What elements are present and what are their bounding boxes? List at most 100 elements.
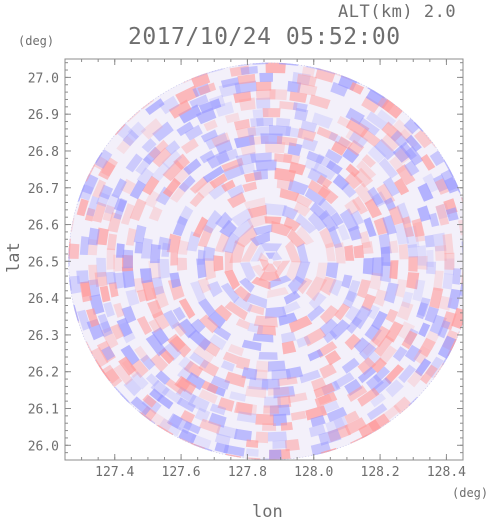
negative-velocity-cell (231, 217, 254, 239)
negative-velocity-cell (304, 158, 321, 172)
positive-velocity-cell (120, 203, 135, 226)
negative-velocity-cell (308, 424, 326, 438)
negative-velocity-cell (366, 304, 380, 320)
positive-velocity-cell (148, 206, 163, 222)
positive-velocity-cell (286, 260, 303, 283)
positive-velocity-cell (334, 303, 350, 321)
negative-velocity-cell (384, 197, 397, 212)
negative-velocity-cell (141, 237, 153, 259)
negative-velocity-cell (363, 438, 385, 455)
negative-velocity-cell (332, 173, 350, 191)
positive-velocity-cell (199, 418, 222, 434)
negative-velocity-cell (161, 242, 171, 257)
negative-velocity-cell (105, 271, 117, 285)
positive-velocity-cell (106, 106, 126, 126)
negative-velocity-cell (103, 301, 115, 318)
negative-velocity-cell (426, 249, 434, 268)
negative-velocity-cell (255, 97, 271, 109)
positive-velocity-cell (344, 245, 355, 261)
positive-velocity-cell (203, 119, 218, 132)
positive-velocity-cell (221, 179, 236, 192)
positive-velocity-cell (468, 220, 482, 237)
y-tick-label: 26.3 (28, 329, 59, 344)
positive-velocity-cell (98, 160, 116, 180)
radar-disk (68, 47, 482, 460)
negative-velocity-cell (220, 77, 240, 88)
negative-velocity-cell (266, 47, 282, 55)
negative-velocity-cell (139, 268, 153, 284)
positive-velocity-cell (92, 201, 107, 223)
positive-velocity-cell (178, 298, 196, 319)
negative-velocity-cell (417, 182, 434, 202)
negative-velocity-cell (379, 262, 393, 283)
positive-velocity-cell (224, 250, 233, 273)
negative-velocity-cell (365, 374, 384, 392)
positive-velocity-cell (193, 344, 215, 364)
positive-velocity-cell (357, 279, 371, 299)
positive-velocity-cell (317, 184, 339, 205)
positive-velocity-cell (283, 216, 301, 232)
positive-velocity-cell (370, 72, 392, 90)
y-tick-label: 26.6 (28, 219, 59, 234)
negative-velocity-cell (187, 394, 210, 413)
negative-velocity-cell (194, 407, 211, 423)
positive-velocity-cell (379, 345, 398, 365)
positive-velocity-cell (354, 182, 376, 205)
positive-velocity-cell (397, 321, 415, 341)
negative-velocity-cell (256, 117, 274, 127)
negative-velocity-cell (202, 165, 225, 183)
negative-velocity-cell (144, 430, 168, 450)
negative-velocity-cell (176, 121, 194, 137)
positive-velocity-cell (361, 241, 374, 254)
positive-velocity-cell (357, 357, 377, 376)
radar-field (68, 47, 482, 460)
negative-velocity-cell (281, 301, 301, 315)
negative-velocity-cell (345, 305, 362, 323)
x-tick-label: 128.0 (294, 465, 333, 480)
positive-velocity-cell (381, 98, 404, 119)
positive-velocity-cell (261, 263, 278, 273)
x-axis-label: lon (252, 502, 283, 522)
positive-velocity-cell (468, 288, 478, 302)
x-tick-label: 127.4 (95, 465, 134, 480)
x-tick-label: 127.6 (162, 465, 201, 480)
negative-velocity-cell (348, 225, 362, 241)
negative-velocity-cell (79, 236, 90, 255)
positive-velocity-cell (293, 201, 311, 217)
negative-velocity-cell (301, 137, 319, 152)
positive-velocity-cell (172, 321, 187, 337)
negative-velocity-cell (253, 168, 268, 181)
negative-velocity-cell (210, 375, 231, 390)
negative-velocity-cell (418, 322, 431, 338)
negative-velocity-cell (247, 126, 270, 137)
negative-velocity-cell (416, 302, 429, 320)
negative-velocity-cell (447, 288, 462, 310)
positive-velocity-cell (361, 293, 377, 312)
negative-velocity-cell (346, 316, 363, 334)
negative-velocity-cell (318, 428, 342, 446)
positive-velocity-cell (235, 356, 251, 371)
positive-velocity-cell (385, 321, 404, 343)
negative-velocity-cell (127, 121, 147, 140)
negative-velocity-cell (249, 47, 263, 56)
negative-velocity-cell (125, 153, 143, 173)
positive-velocity-cell (115, 405, 133, 423)
positive-velocity-cell (148, 139, 169, 160)
positive-velocity-cell (411, 218, 425, 237)
negative-velocity-cell (471, 251, 481, 269)
positive-velocity-cell (356, 160, 377, 180)
positive-velocity-cell (392, 119, 414, 141)
positive-velocity-cell (364, 197, 382, 219)
negative-velocity-cell (370, 393, 386, 408)
positive-velocity-cell (409, 98, 427, 116)
positive-velocity-cell (444, 252, 455, 270)
negative-velocity-cell (354, 63, 373, 79)
negative-velocity-cell (157, 258, 170, 279)
y-tick-label: 26.9 (28, 108, 59, 123)
positive-velocity-cell (429, 287, 444, 309)
positive-velocity-cell (369, 272, 383, 291)
negative-velocity-cell (145, 98, 165, 115)
negative-velocity-cell (176, 397, 196, 413)
negative-velocity-cell (366, 111, 388, 130)
positive-velocity-cell (253, 315, 278, 328)
